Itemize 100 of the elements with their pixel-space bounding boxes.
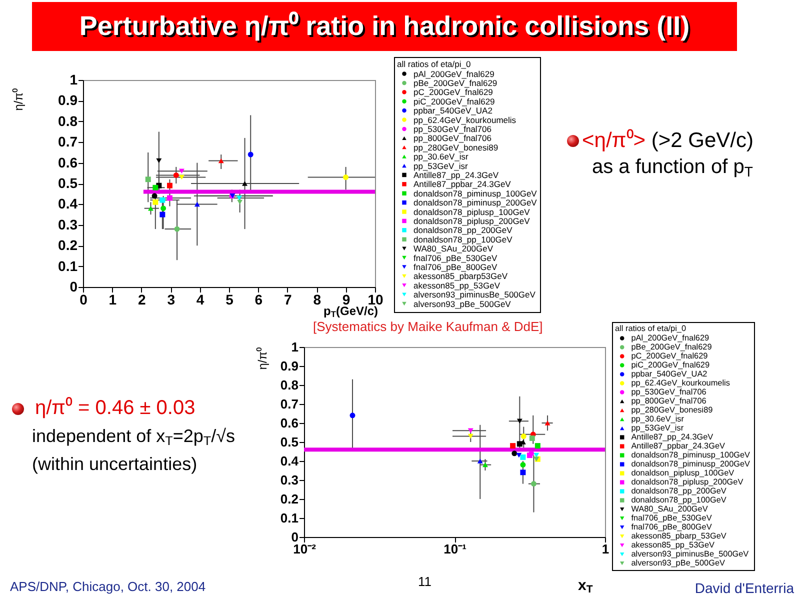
x-tick-label: 2 [138,292,146,308]
legend-label: akesson85_pp_53GeV [414,280,500,290]
y-tick-label: 0.9 [58,92,78,108]
legend-label: pp_530GeV_fnal706 [414,124,492,134]
legend-label: Antille87_pp_24.3GeV [414,170,499,180]
y-tick-label: 0.1 [58,258,78,274]
legend-label: donaldson78_pp_200GeV [414,225,513,236]
legend-label: pp_280GeV_bonesi89 [414,142,498,152]
legend-label: donaldson78_piplusp_200GeV [414,216,530,226]
legend-label: alverson93_piminusBe_500GeV [414,290,536,300]
legend-label: donaldson78_piminusp_100GeV [414,188,538,198]
y-tick-label: 0.2 [58,237,78,254]
text: <η/π⁰> [582,129,646,152]
y-tick-label: 0 [291,530,298,544]
y-tick-label: 0.5 [58,175,78,191]
x-axis-title: x$_{T}$ [578,577,593,596]
legend-label: piC_200GeV_fnal629 [414,96,496,106]
legend-label: donaldson78_piplusp_200GeV [631,477,744,486]
legend-label: pp_800GeV_fnal706 [414,133,492,144]
legend-label: donaldson78_piminusp_200GeV [631,459,751,468]
legend-label: Antille87_pp_24.3GeV [631,432,714,442]
x-tick-label: 5 [226,292,234,308]
y-tick-label: 0 [70,278,78,294]
legend-label: pC_200GeV_fnal629 [631,351,708,360]
text: (within uncertainties) [32,454,198,475]
y-tick-label: 0.4 [280,454,300,468]
text: η/π⁰ = 0.46 ± 0.03 [35,397,196,420]
legend-label: donaldson78_piminusp_200GeV [414,198,538,208]
x-tick-label: 1 [108,292,117,308]
legend-label: ppbar_540GeV_UA2 [631,369,708,378]
y-tick-label: 0.7 [280,396,298,412]
x-tick-label: 3 [167,292,176,308]
legend-label: fnal706_pBe_530GeV [414,252,498,263]
legend-label: pp_62.4GeV_kourkoumelis [414,114,516,125]
legend-label: akesson85_pbarp53GeV [414,271,508,282]
x-tick-label: 7 [284,292,292,308]
legend-label: pp_280GeV_bonesi89 [631,405,714,414]
y-tick-label: 1 [70,72,78,88]
x-tick-label: 0 [80,292,88,308]
x-tick-label: 6 [254,292,263,308]
x-tick-label: 1 [602,542,610,556]
y-tick-label: 0.4 [58,196,78,212]
y-tick-label: 1 [291,340,298,354]
x-tick-label: 10⁻¹ [444,542,466,556]
y-tick-label: 0.6 [58,154,78,170]
legend-label: donaldson78_pp_100GeV [631,495,727,504]
text: as a function of p$_{T}$ [592,156,753,180]
y-tick-label: 0.3 [280,472,298,488]
y-tick-label: 0.5 [280,434,298,450]
text: (>2 GeV/c) [650,129,754,152]
legend-label: donaldson78_piminusp_100GeV [631,450,751,460]
legend-title: all ratios of eta/pi_0 [615,324,686,333]
legend-label: pAl_200GeV_fnal629 [631,333,710,342]
legend-label: pBe_200GeV_fnal629 [414,78,498,88]
legend-label: alverson93_pBe_500GeV [414,298,512,309]
legend-label: pp_62.4GeV_kourkoumelis [631,378,730,388]
legend-label: pp_30.6eV_isr [414,152,468,162]
legend-label: donaldson78_pp_200GeV [631,486,727,496]
legend-label: fnal706_pBe_800GeV [631,522,712,532]
legend-label: Antille87_ppbar_24.3GeV [631,441,726,450]
legend-label: donaldson78_pp_100GeV [414,234,513,244]
x-tick-label: 10⁻² [293,542,317,556]
legend-label: donaldson78_piplusp_100GeV [414,206,530,217]
legend-label: alverson93_piminusBe_500GeV [631,549,750,558]
y-tick-label: 0.7 [58,134,78,150]
legend-label: alverson93_pBe_500GeV [631,558,726,568]
x-tick-label: 4 [196,292,204,308]
legend-label: donaldson_piplusp_100GeV [631,468,735,478]
y-tick-label: 0.2 [280,492,298,506]
legend-label: akesson85_pbarp_53GeV [631,531,727,540]
y-axis-title: η/π⁰ [256,348,270,370]
legend-label: Antille87_ppbar_24.3GeV [414,179,512,190]
text: 11 [418,574,432,590]
text: independent of x$_{T}$=2p$_{T}$/√s [32,426,235,448]
text: APS/DNP, Chicago, Oct. 30, 2004 [10,579,206,595]
y-tick-label: 0.3 [58,216,78,232]
legend-label: pC_200GeV_fnal629 [414,87,494,98]
y-tick-label: 0.8 [58,112,78,129]
legend-label: WA80_SAu_200GeV [414,244,494,254]
legend-title: all ratios of eta/pi_0 [397,59,471,69]
chart-title: Perturbative η/π⁰ ratio in hadronic collisions (II) [32,2,737,51]
y-tick-label: 0.1 [280,510,298,526]
y-axis-title: η/π⁰ [12,88,26,111]
legend-label: pp_53GeV_isr [631,423,684,432]
legend-label: pp_800GeV_fnal706 [631,396,707,406]
text: David d'Enterria [694,580,794,596]
legend-label: pp_53GeV_isr [414,160,468,171]
legend-label: piC_200GeV_fnal629 [631,360,710,370]
legend-label: akesson85_pp_53GeV [631,540,716,550]
y-tick-label: 0.8 [280,378,298,392]
legend-label: pBe_200GeV_fnal629 [631,342,712,352]
legend-label: WA80_SAu_200GeV [631,504,708,514]
legend-label: pp_30.6eV_isr [631,414,684,424]
y-tick-label: 0.6 [280,416,298,430]
y-tick-label: 0.9 [280,358,298,374]
legend-label: pAl_200GeV_fnal629 [414,68,495,79]
x-tick-label: 8 [313,292,322,308]
legend-label: ppbar_540GeV_UA2 [414,106,493,116]
legend-label: fnal706_pBe_800GeV [414,262,498,272]
chart-subtitle: [Systematics by Maike Kaufman & DdE] [313,319,543,335]
